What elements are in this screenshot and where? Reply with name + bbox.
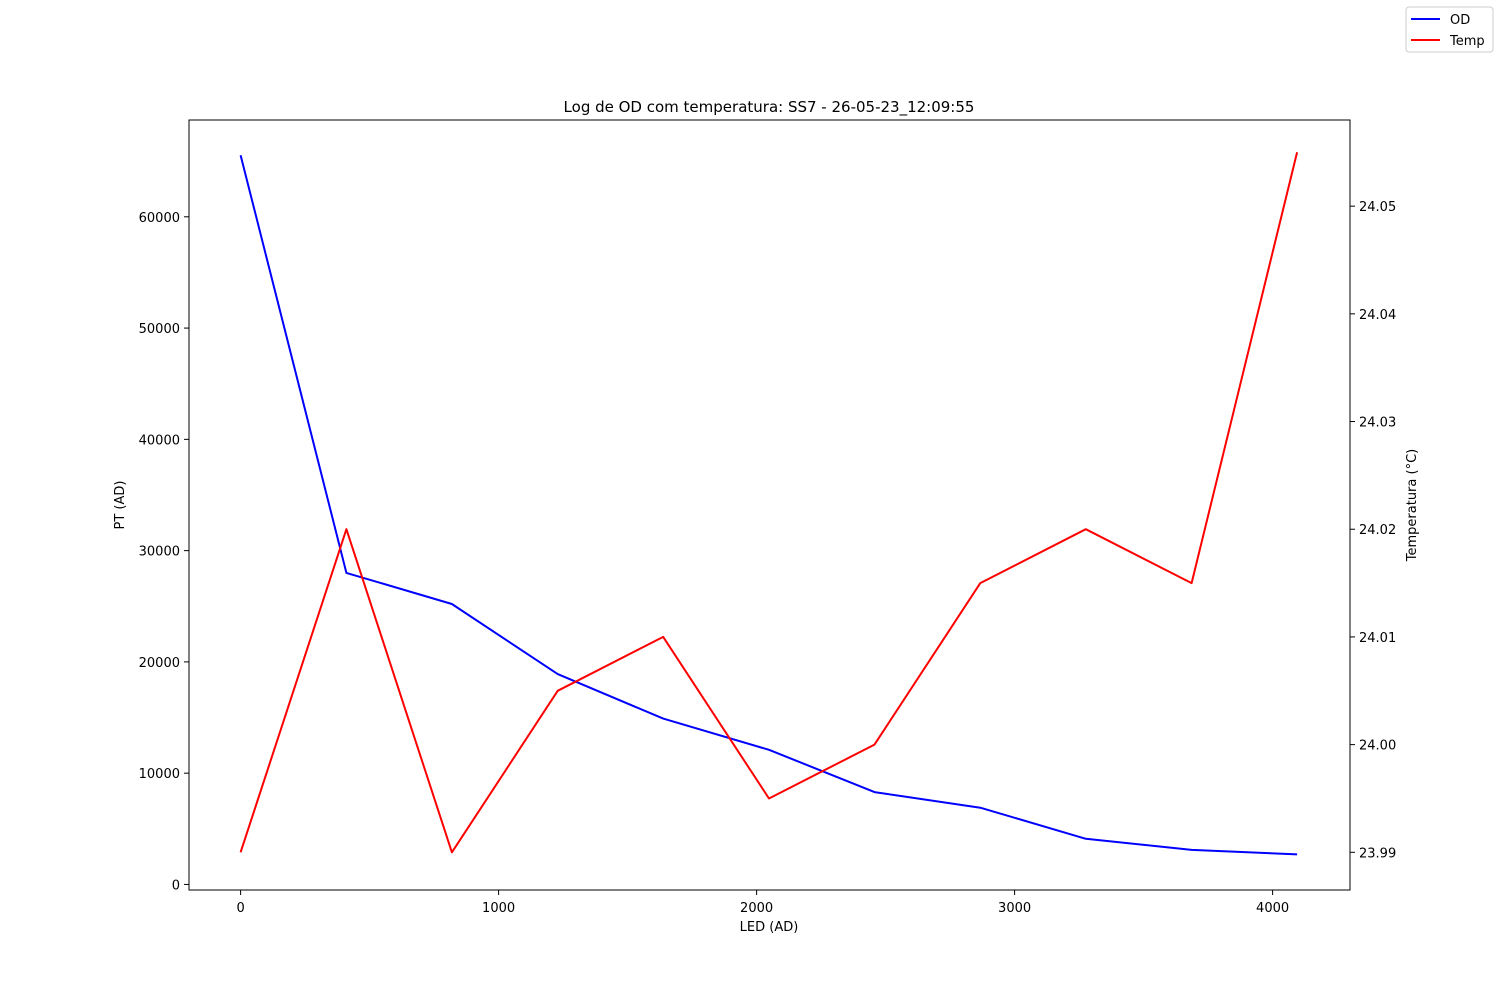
y-axis-left: 0 10000 20000 30000 40000 50000 60000 bbox=[139, 211, 189, 893]
y-tick-label: 30000 bbox=[139, 545, 180, 560]
series-line-temp bbox=[239, 152, 1299, 854]
series-layer bbox=[239, 152, 1299, 856]
plot-frame bbox=[188, 119, 1351, 891]
y-tick-label: 40000 bbox=[139, 433, 180, 448]
y2-tick-label: 24.04 bbox=[1359, 308, 1396, 323]
x-axis: 0 1000 2000 3000 4000 bbox=[236, 890, 1289, 916]
chart-title: Log de OD com temperatura: SS7 - 26-05-2… bbox=[564, 98, 975, 117]
legend: OD Temp bbox=[1405, 6, 1494, 53]
y-tick-label: 20000 bbox=[139, 656, 180, 671]
x-axis-label: LED (AD) bbox=[740, 920, 799, 935]
x-tick-label: 1000 bbox=[482, 901, 515, 916]
y-tick-label: 50000 bbox=[139, 322, 180, 337]
legend-label-temp: Temp bbox=[1449, 34, 1485, 49]
y-tick-label: 60000 bbox=[139, 211, 180, 226]
x-tick-label: 2000 bbox=[740, 901, 773, 916]
y-axis-right: 23.99 24.00 24.01 24.02 24.03 24.04 24.05 bbox=[1350, 200, 1396, 861]
series-line-od bbox=[239, 154, 1298, 856]
y-axis-label: PT (AD) bbox=[113, 481, 128, 530]
y-tick-label: 10000 bbox=[139, 767, 180, 782]
y2-tick-label: 24.02 bbox=[1359, 523, 1396, 538]
y-tick-label: 0 bbox=[172, 878, 180, 893]
legend-label-od: OD bbox=[1450, 13, 1470, 28]
x-tick-label: 0 bbox=[236, 901, 244, 916]
y2-axis-label: Temperatura (°C) bbox=[1405, 449, 1420, 562]
x-tick-label: 4000 bbox=[1256, 901, 1289, 916]
y2-tick-label: 24.01 bbox=[1359, 631, 1396, 646]
y2-tick-label: 24.05 bbox=[1359, 200, 1396, 215]
y2-tick-label: 24.03 bbox=[1359, 416, 1396, 431]
x-tick-label: 3000 bbox=[998, 901, 1031, 916]
y2-tick-label: 23.99 bbox=[1359, 846, 1396, 861]
y2-tick-label: 24.00 bbox=[1359, 739, 1396, 754]
